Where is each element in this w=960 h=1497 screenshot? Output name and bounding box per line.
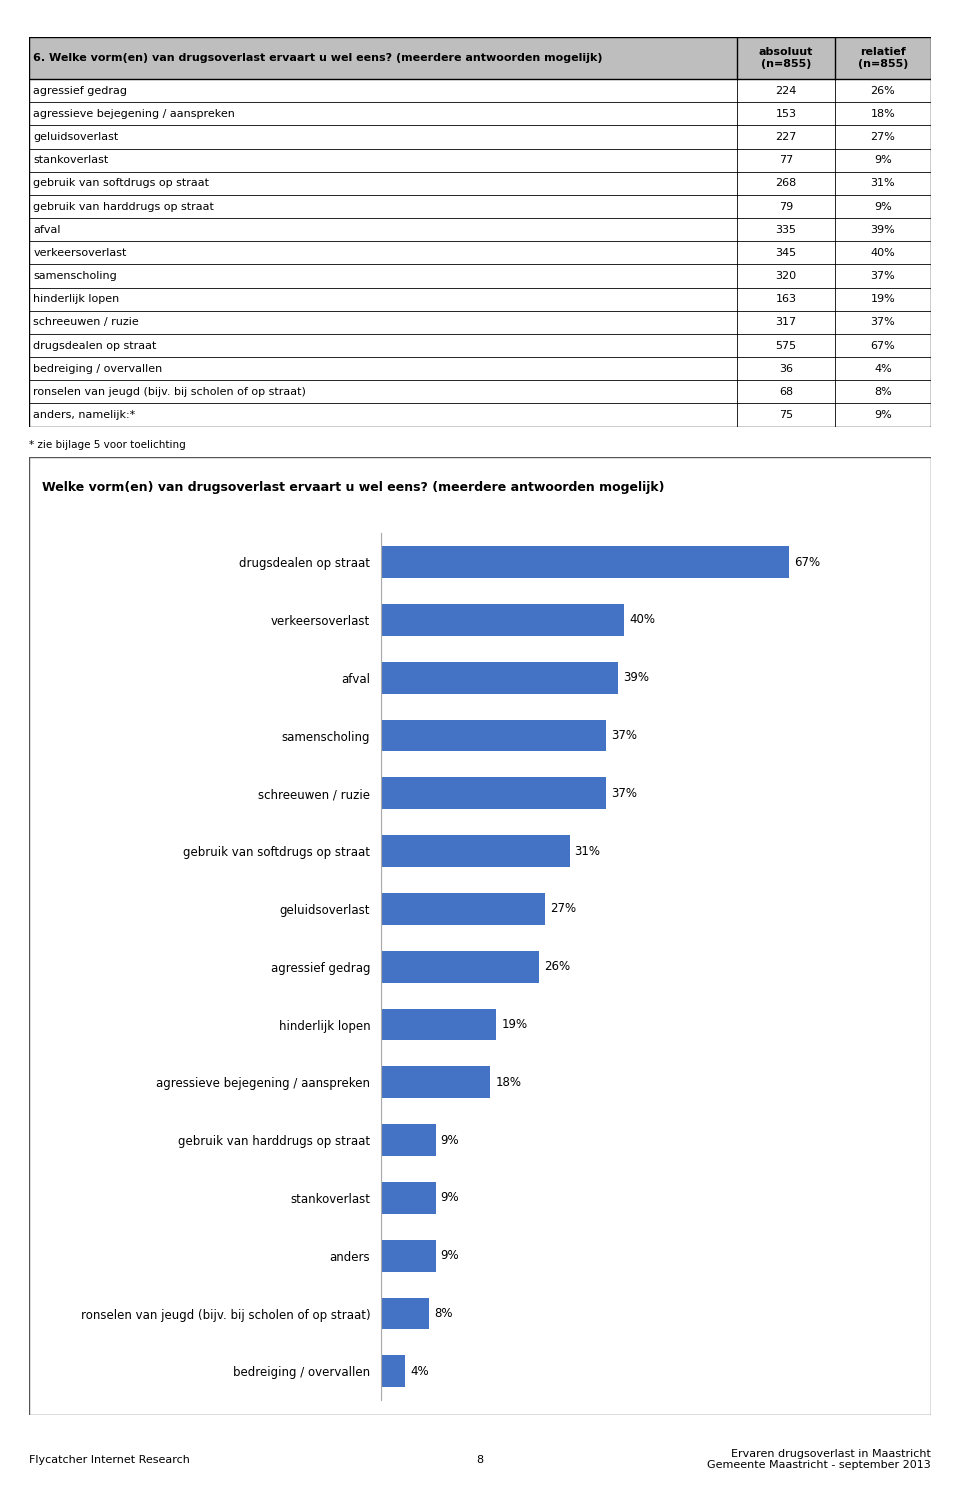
Bar <box>381 1355 405 1388</box>
Text: 68: 68 <box>779 386 793 397</box>
Text: 37%: 37% <box>871 271 896 281</box>
Text: 9%: 9% <box>441 1250 459 1262</box>
Bar <box>381 894 545 925</box>
Text: 37%: 37% <box>611 729 637 743</box>
Text: 67%: 67% <box>871 340 896 350</box>
Bar <box>381 546 789 578</box>
Text: 8: 8 <box>476 1455 484 1464</box>
Bar <box>29 37 931 79</box>
Text: Welke vorm(en) van drugsoverlast ervaart u wel eens? (meerdere antwoorden mogeli: Welke vorm(en) van drugsoverlast ervaart… <box>42 481 665 494</box>
Text: samenscholing: samenscholing <box>34 271 117 281</box>
Text: 40%: 40% <box>871 249 896 257</box>
Text: 9%: 9% <box>441 1192 459 1205</box>
Text: 36: 36 <box>779 364 793 374</box>
Text: 67%: 67% <box>794 555 820 569</box>
Text: gebruik van harddrugs op straat: gebruik van harddrugs op straat <box>34 202 214 211</box>
Text: 77: 77 <box>779 156 793 165</box>
Text: 19%: 19% <box>871 295 896 304</box>
Text: 39%: 39% <box>871 225 896 235</box>
Text: 4%: 4% <box>874 364 892 374</box>
Text: 40%: 40% <box>629 614 656 626</box>
Text: schreeuwen / ruzie: schreeuwen / ruzie <box>34 317 139 328</box>
Bar <box>381 720 606 751</box>
Text: 8%: 8% <box>874 386 892 397</box>
Bar <box>381 605 624 636</box>
Text: 39%: 39% <box>623 671 649 684</box>
Text: geluidsoverlast: geluidsoverlast <box>34 132 119 142</box>
Text: 224: 224 <box>776 85 797 96</box>
Text: 153: 153 <box>776 109 797 118</box>
Text: agressieve bejegening / aanspreken: agressieve bejegening / aanspreken <box>34 109 235 118</box>
Text: 37%: 37% <box>611 787 637 799</box>
Text: 320: 320 <box>776 271 797 281</box>
Text: 27%: 27% <box>871 132 896 142</box>
Text: 18%: 18% <box>495 1076 521 1088</box>
Bar <box>381 662 618 693</box>
Text: 9%: 9% <box>874 202 892 211</box>
Text: 31%: 31% <box>574 844 600 858</box>
Text: 8%: 8% <box>434 1307 453 1320</box>
Text: 18%: 18% <box>871 109 896 118</box>
Bar <box>381 1298 429 1329</box>
Text: 27%: 27% <box>550 903 576 916</box>
Text: 163: 163 <box>776 295 797 304</box>
Text: 75: 75 <box>779 410 793 421</box>
Text: afval: afval <box>34 225 60 235</box>
Text: absoluut
(n=855): absoluut (n=855) <box>758 48 813 69</box>
Text: 31%: 31% <box>871 178 896 189</box>
Text: 9%: 9% <box>874 410 892 421</box>
Text: 26%: 26% <box>871 85 896 96</box>
Text: 79: 79 <box>779 202 793 211</box>
Text: bedreiging / overvallen: bedreiging / overvallen <box>34 364 162 374</box>
Text: drugsdealen op straat: drugsdealen op straat <box>34 340 156 350</box>
Bar <box>381 835 569 867</box>
Text: 345: 345 <box>776 249 797 257</box>
Text: 227: 227 <box>776 132 797 142</box>
Text: 6. Welke vorm(en) van drugsoverlast ervaart u wel eens? (meerdere antwoorden mog: 6. Welke vorm(en) van drugsoverlast erva… <box>34 54 603 63</box>
Text: 26%: 26% <box>544 960 570 973</box>
Text: 575: 575 <box>776 340 797 350</box>
Text: 37%: 37% <box>871 317 896 328</box>
Text: 19%: 19% <box>501 1018 527 1031</box>
Text: hinderlijk lopen: hinderlijk lopen <box>34 295 120 304</box>
Text: 9%: 9% <box>441 1133 459 1147</box>
Text: 9%: 9% <box>874 156 892 165</box>
Text: Ervaren drugsoverlast in Maastricht
Gemeente Maastricht - september 2013: Ervaren drugsoverlast in Maastricht Geme… <box>708 1449 931 1470</box>
Text: 4%: 4% <box>410 1365 428 1377</box>
Text: anders, namelijk:*: anders, namelijk:* <box>34 410 135 421</box>
Bar <box>381 1240 436 1271</box>
Text: 317: 317 <box>776 317 797 328</box>
Bar <box>381 1183 436 1214</box>
Text: relatief
(n=855): relatief (n=855) <box>857 48 908 69</box>
Bar <box>381 1066 491 1099</box>
Text: 268: 268 <box>776 178 797 189</box>
Text: stankoverlast: stankoverlast <box>34 156 108 165</box>
Bar <box>381 1009 496 1040</box>
Text: verkeersoverlast: verkeersoverlast <box>34 249 127 257</box>
Text: gebruik van softdrugs op straat: gebruik van softdrugs op straat <box>34 178 209 189</box>
Bar <box>381 1124 436 1156</box>
Text: agressief gedrag: agressief gedrag <box>34 85 128 96</box>
Text: ronselen van jeugd (bijv. bij scholen of op straat): ronselen van jeugd (bijv. bij scholen of… <box>34 386 306 397</box>
Text: Flycatcher Internet Research: Flycatcher Internet Research <box>29 1455 190 1464</box>
Text: * zie bijlage 5 voor toelichting: * zie bijlage 5 voor toelichting <box>29 440 185 449</box>
Bar <box>381 951 540 982</box>
Bar <box>381 777 606 810</box>
Text: 335: 335 <box>776 225 797 235</box>
